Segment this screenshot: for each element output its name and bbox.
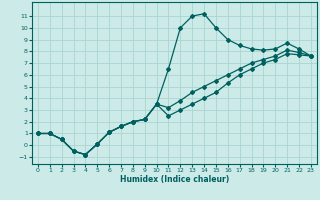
X-axis label: Humidex (Indice chaleur): Humidex (Indice chaleur) (120, 175, 229, 184)
